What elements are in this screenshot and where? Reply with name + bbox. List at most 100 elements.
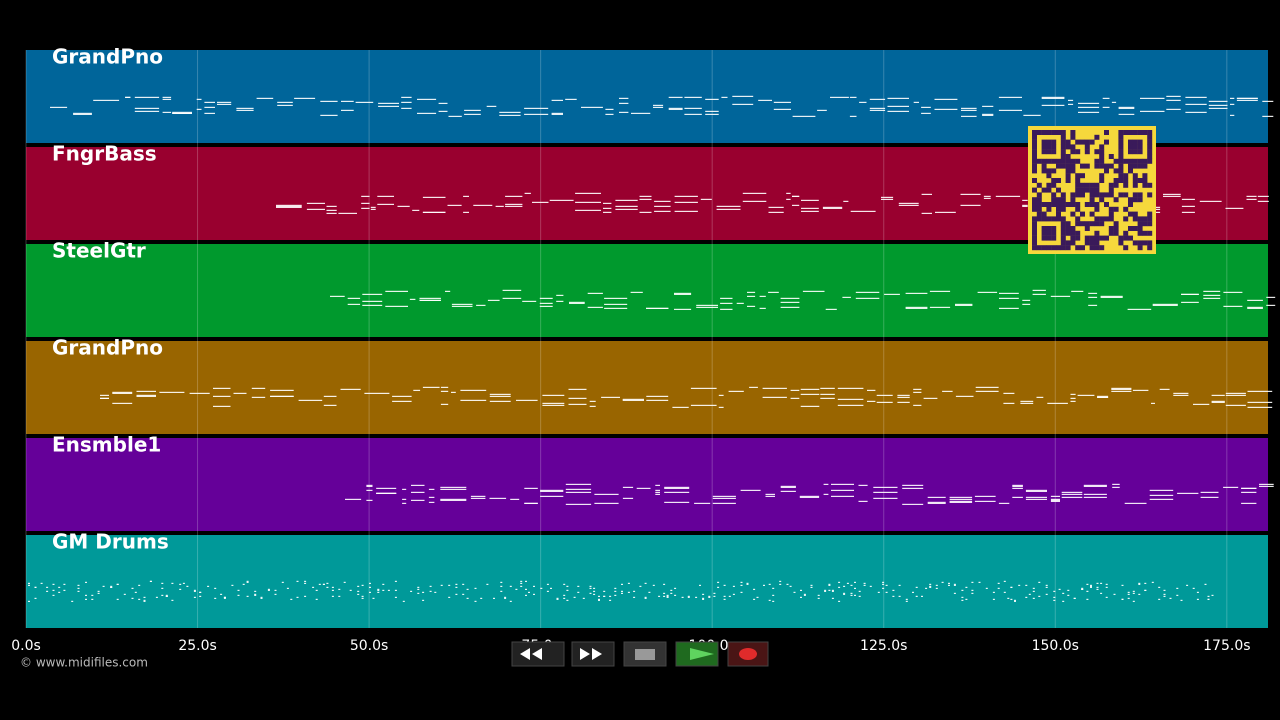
qr-module [1137, 163, 1143, 169]
note [438, 110, 448, 112]
icon [520, 648, 542, 660]
qr-module [1070, 240, 1076, 246]
note [422, 196, 446, 198]
note [655, 491, 660, 493]
note [77, 584, 80, 586]
note [965, 598, 968, 600]
note [603, 590, 606, 592]
qr-module [1041, 158, 1047, 164]
note [609, 599, 612, 601]
note [633, 590, 636, 592]
note [347, 303, 361, 305]
note [702, 593, 705, 595]
note [1070, 397, 1076, 399]
qr-module [1089, 245, 1095, 251]
qr-module [1070, 149, 1076, 155]
note [858, 484, 868, 486]
note [397, 205, 410, 207]
qr-module [1132, 149, 1138, 155]
note [849, 115, 857, 117]
note [696, 304, 718, 306]
qr-module [1089, 221, 1095, 227]
note [670, 589, 673, 591]
note [955, 304, 973, 306]
note [412, 209, 420, 211]
note [134, 107, 160, 109]
note [539, 297, 553, 299]
note [594, 502, 619, 504]
qr-module [1084, 139, 1090, 145]
note [1259, 483, 1274, 485]
note [820, 397, 835, 399]
note [746, 582, 749, 584]
note [322, 583, 325, 585]
qr-module [1132, 211, 1138, 217]
qr-module [1070, 130, 1076, 135]
note [361, 597, 364, 599]
note [713, 592, 716, 594]
note [199, 595, 202, 597]
qr-module [1056, 211, 1061, 217]
note [411, 484, 425, 486]
note [1247, 406, 1273, 408]
note [171, 599, 174, 601]
note [162, 98, 172, 100]
note [605, 113, 614, 115]
qr-module [1142, 221, 1148, 227]
forward-button[interactable] [571, 641, 615, 667]
note [1118, 106, 1135, 108]
note [1022, 303, 1031, 305]
note [1180, 599, 1183, 601]
note [687, 596, 690, 598]
note [455, 583, 458, 585]
note [998, 109, 1022, 111]
qr-module [1104, 235, 1109, 241]
note [684, 107, 702, 109]
note [948, 582, 950, 584]
qr-module [1065, 168, 1071, 174]
note [1020, 402, 1034, 404]
note [1003, 580, 1006, 582]
note [577, 585, 580, 587]
note [231, 584, 234, 586]
qr-module [1070, 226, 1076, 231]
play-button[interactable] [675, 641, 719, 667]
note [831, 597, 834, 599]
note [563, 594, 566, 596]
note [1225, 207, 1244, 209]
note [1196, 598, 1199, 600]
qr-module [1089, 235, 1095, 241]
qr-code [1028, 126, 1156, 254]
qr-module [1041, 130, 1047, 135]
note [565, 488, 592, 490]
note [768, 291, 779, 293]
qr-module [1142, 158, 1148, 164]
note [1007, 597, 1010, 599]
qr-module [1070, 144, 1076, 150]
note [460, 389, 487, 391]
stop-button[interactable] [623, 641, 667, 667]
note [1173, 394, 1189, 396]
note [786, 198, 791, 200]
note [1102, 106, 1110, 108]
note [935, 584, 938, 586]
note [842, 296, 851, 298]
rewind-button[interactable] [511, 641, 565, 667]
qr-module [1142, 240, 1148, 246]
note [540, 495, 564, 497]
record-button[interactable] [727, 641, 769, 667]
qr-module [1065, 226, 1071, 231]
qr-module [1123, 158, 1129, 164]
note [366, 499, 373, 501]
note [1113, 593, 1116, 595]
note [385, 290, 408, 292]
note [747, 295, 756, 297]
qr-module [1108, 230, 1114, 236]
qr-module [1094, 149, 1100, 155]
note [828, 589, 831, 591]
note [652, 584, 655, 586]
note [687, 595, 690, 597]
note [674, 587, 677, 589]
note [1152, 304, 1178, 306]
qr-module [1070, 202, 1076, 207]
